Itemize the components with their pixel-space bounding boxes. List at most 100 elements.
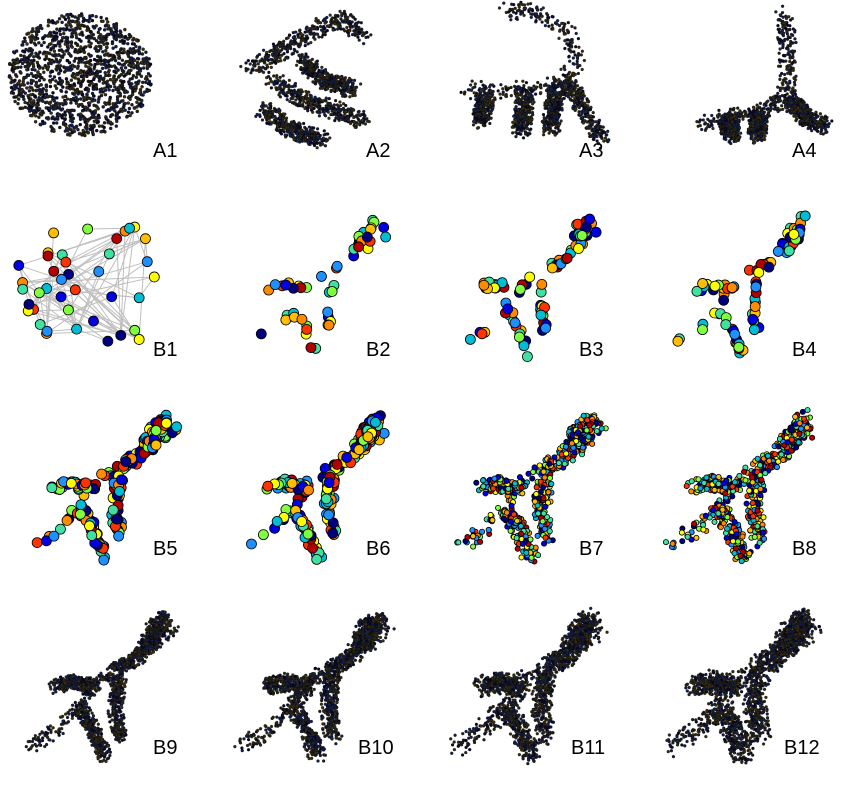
node <box>81 77 86 82</box>
node <box>92 103 96 107</box>
node <box>577 53 581 57</box>
node <box>285 56 290 60</box>
node <box>701 118 705 122</box>
node <box>335 18 339 23</box>
node <box>546 91 551 95</box>
node <box>22 75 26 80</box>
node <box>551 15 555 19</box>
node <box>29 78 34 83</box>
node <box>293 40 298 44</box>
node <box>771 95 775 99</box>
node <box>533 87 538 91</box>
node <box>352 78 357 83</box>
node <box>29 97 33 101</box>
node <box>538 17 542 21</box>
node <box>97 97 101 101</box>
node <box>81 23 85 28</box>
node <box>591 110 595 115</box>
node <box>85 92 89 97</box>
node <box>54 67 58 71</box>
node <box>72 59 77 63</box>
node <box>711 126 715 131</box>
node <box>787 64 791 68</box>
node <box>41 99 45 103</box>
node <box>697 120 701 124</box>
node <box>313 81 317 85</box>
node <box>314 60 318 64</box>
node <box>517 85 521 89</box>
node <box>295 131 299 135</box>
node <box>130 42 135 46</box>
node <box>302 121 306 126</box>
node <box>271 48 275 52</box>
node <box>299 65 303 70</box>
node <box>359 21 363 25</box>
node <box>139 74 144 79</box>
node <box>73 98 77 103</box>
node <box>16 101 20 106</box>
node <box>574 31 578 36</box>
node <box>518 132 522 136</box>
node <box>20 82 24 87</box>
node <box>554 90 558 94</box>
node <box>102 42 106 46</box>
node <box>141 80 145 85</box>
node <box>552 79 557 83</box>
node <box>52 37 56 42</box>
node <box>474 114 478 118</box>
node <box>810 129 814 133</box>
node <box>567 84 571 88</box>
node <box>79 70 83 75</box>
node <box>52 49 57 53</box>
node <box>42 70 46 74</box>
node <box>546 123 550 127</box>
node <box>362 109 366 114</box>
node <box>715 113 720 118</box>
node <box>601 125 605 129</box>
node <box>43 95 47 100</box>
node <box>318 24 323 29</box>
node <box>299 88 303 92</box>
node <box>85 74 89 79</box>
node <box>101 50 105 54</box>
node <box>712 119 717 124</box>
node <box>359 82 363 86</box>
node <box>108 95 112 100</box>
node <box>326 24 330 28</box>
node <box>550 91 554 95</box>
node <box>327 96 331 101</box>
node <box>290 52 294 56</box>
node <box>102 76 106 81</box>
node <box>246 59 250 63</box>
node <box>118 91 122 96</box>
node <box>781 53 786 58</box>
node <box>351 91 355 96</box>
node <box>45 100 49 104</box>
node <box>104 48 108 53</box>
node <box>130 60 134 64</box>
node <box>96 106 100 111</box>
node <box>506 10 511 14</box>
node <box>781 59 785 63</box>
node <box>496 89 500 93</box>
node <box>530 102 535 106</box>
node <box>94 73 98 77</box>
node <box>284 126 288 130</box>
node <box>576 71 580 76</box>
node <box>748 110 752 114</box>
node <box>331 88 336 92</box>
node <box>96 100 101 104</box>
node <box>37 41 41 45</box>
node <box>322 31 326 35</box>
node <box>338 100 342 104</box>
node <box>578 89 583 93</box>
node <box>63 129 68 133</box>
node <box>134 38 139 42</box>
node <box>554 114 558 118</box>
node <box>307 90 311 94</box>
node <box>585 100 590 104</box>
node <box>111 46 115 50</box>
node <box>70 45 74 49</box>
node <box>117 56 121 60</box>
node <box>765 107 769 111</box>
